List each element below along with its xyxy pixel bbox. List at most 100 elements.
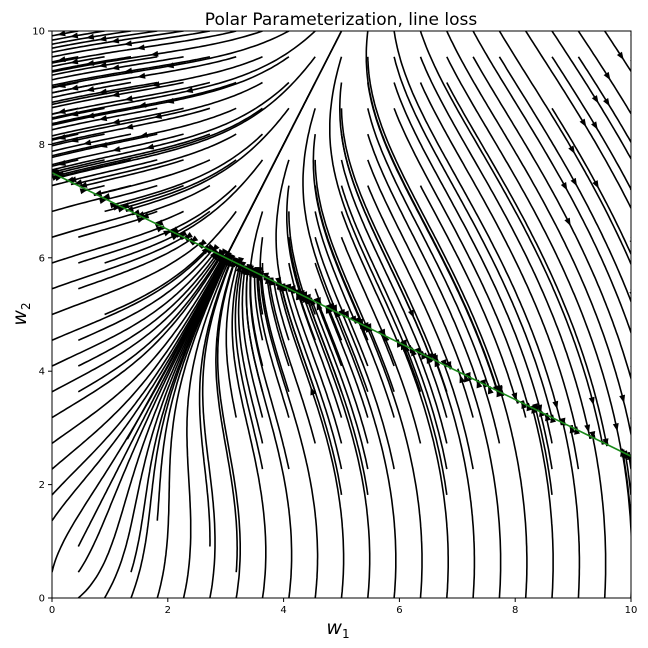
stream-arrow	[408, 309, 415, 319]
stream-arrow	[57, 31, 66, 37]
stream-arrow	[57, 82, 66, 89]
stream-arrow	[184, 232, 193, 239]
stream-arrow	[110, 37, 120, 44]
stream-arrow	[99, 142, 108, 148]
stream-arrow	[588, 396, 595, 406]
stream-arrow	[153, 113, 163, 119]
stream-arrow	[85, 59, 95, 66]
stream-arrow	[248, 268, 255, 277]
stream-arrow	[150, 50, 159, 57]
stream-arrow	[73, 179, 83, 186]
stream-arrow	[564, 217, 571, 227]
stream-arrow	[86, 112, 95, 119]
stream-arrow	[57, 160, 67, 166]
stream-arrow	[256, 272, 263, 281]
stream-arrow	[235, 263, 242, 273]
y-tick-label: 8	[39, 140, 45, 151]
stream-arrow	[221, 248, 228, 257]
y-tick-label: 0	[39, 594, 45, 605]
y-tick-label: 6	[39, 253, 45, 264]
stream-arrow	[69, 58, 79, 65]
stream-arrow	[552, 400, 559, 410]
stream-arrow	[137, 101, 147, 108]
stream-arrow	[560, 182, 568, 191]
stream-arrow	[85, 33, 95, 40]
stream-arrow	[136, 217, 146, 223]
stream-arrow	[98, 88, 108, 95]
stream-arrow	[464, 374, 470, 383]
stream-arrow	[85, 86, 95, 93]
x-tick-label: 2	[165, 605, 171, 616]
stream-arrow	[591, 121, 598, 130]
x-tick-label: 0	[49, 605, 55, 616]
stream-arrow	[98, 61, 107, 68]
separatrix-curve	[126, 31, 343, 440]
stream-arrow	[151, 81, 160, 88]
axis-ticks: 0 2 4 6 8 10 0 2 4 6 8 10	[32, 27, 637, 617]
stream-arrow	[592, 180, 599, 189]
stream-arrow	[619, 394, 626, 404]
stream-arrow	[496, 384, 503, 394]
stream-arrow	[139, 131, 148, 138]
stream-arrow	[156, 226, 165, 233]
stream-arrow	[459, 374, 466, 384]
stream-arrow	[70, 110, 79, 117]
stream-arrow	[487, 385, 494, 395]
stream-arrow	[111, 118, 121, 125]
stream-arrow	[256, 267, 263, 276]
x-tick-label: 10	[625, 605, 638, 616]
stream-arrow	[570, 177, 578, 187]
y-tick-label: 10	[32, 27, 45, 38]
stream-arrow	[238, 256, 245, 266]
stream-arrow	[57, 56, 66, 63]
stream-arrow	[165, 62, 175, 69]
stream-arrow	[111, 91, 120, 98]
target-line	[51, 172, 632, 457]
plot-frame	[51, 30, 632, 599]
stream-arrow	[124, 123, 134, 130]
stream-arrow	[296, 291, 302, 301]
stream-arrow	[536, 404, 543, 413]
stream-arrow	[69, 32, 79, 39]
stream-arrow	[123, 40, 133, 47]
stream-arrow	[511, 392, 518, 401]
stream-arrow	[163, 230, 172, 237]
stream-arrow	[616, 51, 624, 61]
stream-arrow	[212, 244, 220, 253]
stream-arrow	[591, 95, 599, 104]
stream-arrow	[165, 97, 175, 104]
stream-arrow	[124, 95, 133, 102]
stream-arrow	[612, 422, 619, 432]
y-axis-label: w2	[9, 302, 33, 325]
stream-arrow	[184, 87, 194, 93]
stream-arrow	[136, 44, 145, 51]
stream-arrow	[98, 35, 107, 42]
y-tick-label: 4	[39, 367, 45, 378]
stream-arrow	[603, 98, 610, 107]
x-tick-label: 4	[280, 605, 286, 616]
stream-arrow	[568, 145, 575, 154]
stream-arrow	[145, 143, 155, 150]
stream-arrow	[82, 139, 92, 146]
x-tick-label: 6	[396, 605, 402, 616]
stream-arrow	[112, 146, 121, 152]
stream-arrow	[216, 252, 223, 261]
x-axis-label: w1	[326, 617, 349, 641]
stream-arrow	[243, 265, 250, 274]
stream-arrow	[123, 67, 133, 74]
y-tick-label: 2	[39, 480, 45, 491]
stream-arrow	[57, 108, 66, 114]
stream-arrow	[69, 84, 79, 91]
stream-arrow	[310, 386, 317, 396]
stream-arrow	[137, 72, 146, 79]
stream-arrow	[264, 275, 271, 284]
chart-title: Polar Parameterization, line loss	[205, 10, 478, 30]
stream-arrow	[603, 71, 611, 81]
stream-arrow	[579, 118, 587, 128]
stream-arrow	[198, 239, 207, 247]
stream-arrow	[584, 424, 591, 433]
stream-arrow	[240, 261, 247, 270]
stream-arrow	[70, 136, 79, 143]
